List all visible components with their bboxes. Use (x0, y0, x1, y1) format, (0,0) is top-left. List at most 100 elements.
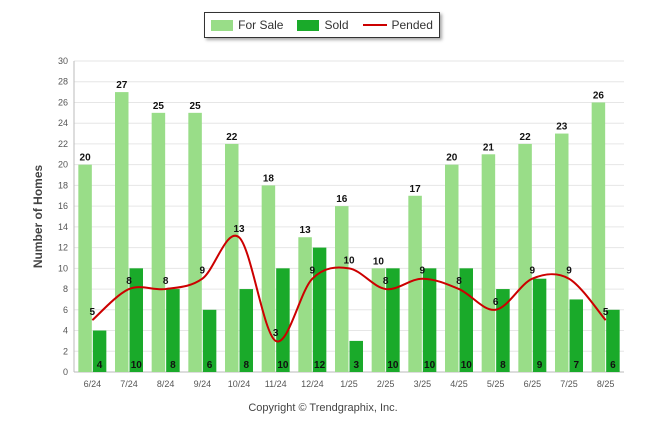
bar-for-sale (298, 237, 312, 372)
bar-sold (166, 289, 180, 372)
bar-sold (459, 268, 473, 372)
data-label-for-sale: 22 (226, 132, 238, 143)
bar-for-sale (115, 92, 129, 372)
data-label-pended: 8 (456, 276, 462, 287)
y-tick-label: 14 (58, 222, 68, 232)
data-label-for-sale: 27 (116, 80, 128, 91)
bar-sold (496, 289, 510, 372)
x-tick-label: 8/25 (597, 379, 615, 389)
y-tick-label: 8 (63, 284, 68, 294)
copyright-text: Copyright © Trendgraphix, Inc. (248, 402, 398, 414)
data-label-sold: 6 (610, 360, 616, 371)
x-tick-label: 6/24 (84, 379, 102, 389)
legend-item-for-sale[interactable]: For Sale (211, 18, 283, 32)
data-label-for-sale: 23 (556, 122, 568, 133)
data-label-sold: 4 (97, 360, 103, 371)
bar-for-sale (445, 164, 459, 372)
y-tick-label: 20 (58, 160, 68, 170)
legend-swatch-for-sale (211, 19, 234, 31)
data-label-pended: 5 (90, 307, 96, 318)
data-label-for-sale: 20 (80, 153, 92, 164)
y-tick-label: 16 (58, 201, 68, 211)
y-axis-label: Number of Homes (31, 165, 45, 269)
bar-for-sale (555, 133, 569, 372)
legend-label-for-sale: For Sale (238, 18, 284, 32)
bar-for-sale (225, 143, 239, 372)
y-tick-label: 6 (63, 305, 68, 315)
x-tick-label: 3/25 (414, 379, 432, 389)
chart-legend: For Sale Sold Pended (204, 12, 440, 38)
data-label-sold: 7 (573, 360, 579, 371)
data-label-for-sale: 26 (593, 90, 605, 101)
x-tick-label: 7/24 (120, 379, 138, 389)
legend-item-pended[interactable]: Pended (362, 18, 433, 32)
x-tick-label: 2/25 (377, 379, 395, 389)
data-label-for-sale: 17 (410, 184, 422, 195)
data-label-for-sale: 25 (153, 101, 165, 112)
bar-sold (606, 309, 620, 372)
data-label-for-sale: 13 (300, 225, 312, 236)
data-label-pended: 6 (493, 297, 499, 308)
data-label-pended: 5 (603, 307, 609, 318)
bar-for-sale (481, 154, 496, 372)
data-label-sold: 10 (387, 360, 399, 371)
data-label-pended: 9 (310, 266, 316, 277)
bar-for-sale (78, 164, 92, 372)
y-tick-label: 30 (58, 56, 68, 66)
y-tick-label: 4 (63, 326, 68, 336)
data-label-pended: 9 (420, 266, 426, 277)
data-label-for-sale: 20 (446, 153, 458, 164)
legend-item-sold[interactable]: Sold (297, 18, 349, 32)
data-label-pended: 10 (343, 255, 355, 266)
data-label-for-sale: 25 (190, 101, 202, 112)
y-tick-label: 2 (63, 346, 68, 356)
data-label-sold: 8 (243, 360, 249, 371)
data-label-sold: 10 (277, 360, 289, 371)
bar-sold (202, 309, 217, 372)
bar-sold (422, 268, 437, 372)
data-label-sold: 10 (461, 360, 473, 371)
x-tick-label: 7/25 (560, 379, 578, 389)
data-label-sold: 9 (537, 360, 543, 371)
legend-swatch-sold (297, 19, 320, 31)
bar-sold (312, 247, 327, 372)
legend-label-pended: Pended (391, 18, 433, 32)
data-label-pended: 9 (200, 266, 206, 277)
data-label-for-sale: 22 (520, 132, 532, 143)
bar-sold (386, 268, 400, 372)
x-tick-label: 10/24 (228, 379, 251, 389)
data-label-pended: 3 (273, 328, 279, 339)
data-label-sold: 6 (207, 360, 213, 371)
legend-swatch-pended (362, 24, 387, 26)
series-line-pended (91, 234, 607, 343)
data-label-for-sale: 21 (483, 142, 495, 153)
data-label-for-sale: 18 (263, 173, 275, 184)
bar-for-sale (335, 206, 349, 372)
x-tick-label: 4/25 (450, 379, 468, 389)
bar-for-sale (261, 185, 276, 372)
x-tick-label: 8/24 (157, 379, 175, 389)
data-label-sold: 8 (170, 360, 176, 371)
data-label-pended: 8 (126, 276, 132, 287)
data-label-sold: 8 (500, 360, 506, 371)
x-tick-label: 9/24 (194, 379, 212, 389)
bar-sold (532, 278, 547, 372)
y-tick-label: 26 (58, 97, 68, 107)
data-label-pended: 8 (163, 276, 169, 287)
bar-for-sale (591, 102, 606, 372)
bar-sold (349, 340, 363, 372)
x-tick-label: 6/25 (524, 379, 542, 389)
x-tick-label: 1/25 (340, 379, 358, 389)
y-tick-label: 28 (58, 77, 68, 87)
data-label-for-sale: 10 (373, 256, 385, 267)
bar-for-sale (188, 112, 202, 372)
bar-sold (276, 268, 290, 372)
y-tick-label: 10 (58, 263, 68, 273)
data-label-pended: 9 (566, 266, 572, 277)
legend-label-sold: Sold (324, 18, 349, 32)
data-label-pended: 9 (530, 266, 536, 277)
data-label-sold: 10 (424, 360, 436, 371)
data-label-pended: 13 (233, 224, 245, 235)
x-tick-label: 11/24 (265, 379, 287, 389)
